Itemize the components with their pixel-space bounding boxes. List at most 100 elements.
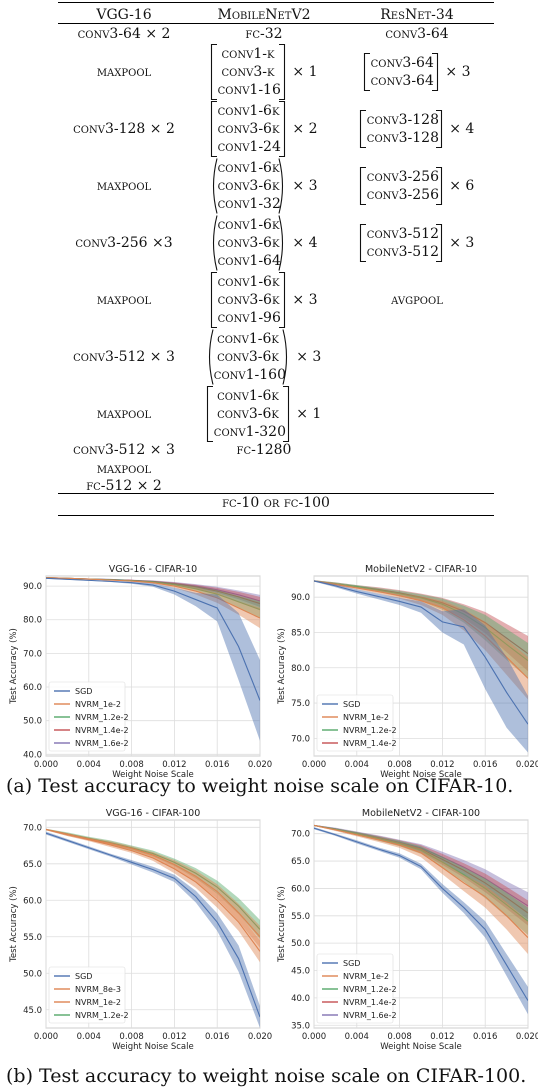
mobilenet-block-bracket-left <box>210 101 217 157</box>
mobilenet-block-line: conv3-6k <box>217 121 280 137</box>
series-band <box>314 824 528 926</box>
y-tick-label: 40.0 <box>23 750 42 760</box>
series-line <box>314 824 528 939</box>
mobilenet-block-block: conv1-k conv3-k conv1-16 <box>218 45 281 99</box>
series-band <box>46 577 260 629</box>
resnet-block-bracket-right <box>432 53 439 91</box>
mobilenet-block-line: conv1-6k <box>217 388 279 404</box>
vgg-layer: maxpool <box>96 178 152 194</box>
x-tick-label: 0.016 <box>473 760 497 770</box>
mobilenet-block-line: conv1-160 <box>213 367 286 383</box>
mobilenet-block-line: conv3-6k <box>217 406 279 422</box>
series-group <box>314 580 528 753</box>
x-axis-label: Weight Noise Scale <box>112 770 193 780</box>
resnet-block-bracket-left <box>363 53 370 91</box>
mobilenet-block-bracket-right <box>282 329 288 385</box>
legend-label: NVRM_1.6e-2 <box>343 1011 397 1020</box>
mobilenet-block-block: conv1-6k conv3-6k conv1-32 <box>218 159 281 213</box>
series-line <box>314 580 528 662</box>
caption-a: (a) Test accuracy to weight noise scale … <box>6 775 514 797</box>
x-tick-label: 0.000 <box>302 1032 326 1042</box>
legend-label: NVRM_1.2e-2 <box>343 985 397 994</box>
header-resnet34: ResNet-34 <box>380 7 454 23</box>
x-tick-label: 0.020 <box>248 760 272 770</box>
chart-mobilenetv2-cifar100-svg: 0.000 0.004 0.008 0.012 0.016 0.020 35.0 40.0 45… <box>277 808 538 1052</box>
mobilenet-block-multiplier: × 4 <box>292 235 318 251</box>
series-band <box>46 828 260 963</box>
legend-label: NVRM_1.6e-2 <box>75 739 129 748</box>
resnet-block-block: conv3-64 conv3-64 <box>370 54 434 90</box>
legend-label: NVRM_8e-3 <box>75 985 121 994</box>
mobilenet-block-multiplier: × 2 <box>292 121 318 137</box>
mobilenet-block-block: conv1-6k conv3-6k conv1-64 <box>217 216 281 270</box>
vgg-layer: fc-512 × 2 <box>86 478 162 494</box>
mobilenet-block-line: conv1-6k <box>217 274 280 290</box>
resnet-block-line: conv3-64 <box>370 55 434 71</box>
mobilenet-block-bracket-left <box>208 329 214 385</box>
series-band <box>314 580 528 753</box>
y-tick-label: 60.0 <box>23 896 42 906</box>
series-line <box>314 580 528 679</box>
y-tick-label: 55.0 <box>23 933 42 943</box>
chart-title: VGG-16 - CIFAR-10 <box>109 564 197 575</box>
y-tick-label: 60.0 <box>23 683 42 693</box>
x-tick-label: 0.020 <box>516 760 538 770</box>
chart-vgg16-cifar100-svg: 0.000 0.004 0.008 0.012 0.016 0.020 45.0 50.0 55… <box>9 808 272 1052</box>
y-tick-label: 80.0 <box>291 664 310 674</box>
mobilenet-block-line: conv1-6k <box>217 217 280 233</box>
legend <box>48 966 126 1024</box>
vgg-layer: maxpool <box>96 64 152 80</box>
chart-mobilenetv2-cifar100: 0.000 0.004 0.008 0.012 0.016 0.020 35.0 40.0 45… <box>270 808 538 1054</box>
legend-label: NVRM_1.4e-2 <box>343 739 397 748</box>
resnet-block-line: conv3-128 <box>366 130 439 146</box>
resnet-block-block: conv3-256 conv3-256 <box>367 168 439 204</box>
mobilenet-block-bracket-right <box>278 215 284 271</box>
series-band <box>314 580 528 679</box>
mobilenet-block-line: conv3-k <box>221 64 275 80</box>
x-tick-label: 0.004 <box>77 760 101 770</box>
mobilenet-block-bracket-right <box>279 272 286 328</box>
resnet-block-bracket-left <box>359 110 366 148</box>
y-tick-label: 80.0 <box>23 616 42 626</box>
vgg-layer: conv3-256 ×3 <box>75 235 173 251</box>
legend-label: NVRM_1e-2 <box>75 998 121 1007</box>
resnet-block-multiplier: × 3 <box>449 235 475 251</box>
y-tick-label: 90.0 <box>23 582 42 592</box>
mobilenet-block-line: conv1-320 <box>213 424 286 440</box>
series-band <box>46 577 260 607</box>
mobilenet-block-multiplier: × 1 <box>296 406 322 422</box>
resnet-block-line: conv3-512 <box>366 244 439 260</box>
resnet-block-line: conv3-512 <box>366 226 439 242</box>
resnet-block-block: conv3-128 conv3-128 <box>366 111 439 147</box>
legend <box>316 694 394 752</box>
mobilenet-block-line: conv1-k <box>221 46 275 62</box>
mobilenet-block-multiplier: × 3 <box>296 349 322 365</box>
resnet-block-multiplier: × 3 <box>445 64 471 80</box>
y-tick-label: 40.0 <box>291 994 310 1004</box>
mobilenet-block-bracket-left <box>210 272 217 328</box>
resnet-block-bracket-right <box>436 167 443 205</box>
top-rule <box>58 2 494 4</box>
resnet-layer: conv3-64 <box>385 26 449 42</box>
bottom-rule <box>58 515 494 517</box>
x-tick-label: 0.004 <box>77 1032 101 1042</box>
mobilenet-block-block: conv1-6k conv3-6k conv1-160 <box>213 330 286 384</box>
table-footer: fc-10 or fc-100 <box>222 495 330 511</box>
y-tick-label: 75.0 <box>291 699 310 709</box>
mobilenet-block-bracket-right <box>283 386 290 442</box>
chart-mobilenetv2-cifar10: 0.000 0.004 0.008 0.012 0.016 0.020 70.0 75.0 80… <box>270 562 538 780</box>
legend-label: NVRM_1.2e-2 <box>75 713 129 722</box>
mobilenet-block-line: conv3-6k <box>217 235 280 251</box>
legend-label: SGD <box>343 700 360 709</box>
series-line <box>46 828 260 930</box>
x-tick-label: 0.020 <box>248 1032 272 1042</box>
series-group <box>46 577 260 741</box>
y-tick-label: 50.0 <box>291 939 310 949</box>
mobilenet-layer: fc-1280 <box>236 442 292 458</box>
y-axis-label: Test Accuracy (%) <box>9 886 19 963</box>
x-tick-label: 0.000 <box>34 760 58 770</box>
series-band <box>314 824 528 920</box>
x-tick-label: 0.020 <box>516 1032 538 1042</box>
mobilenet-block-multiplier: × 1 <box>292 64 318 80</box>
resnet-layer: avgpool <box>391 292 443 308</box>
